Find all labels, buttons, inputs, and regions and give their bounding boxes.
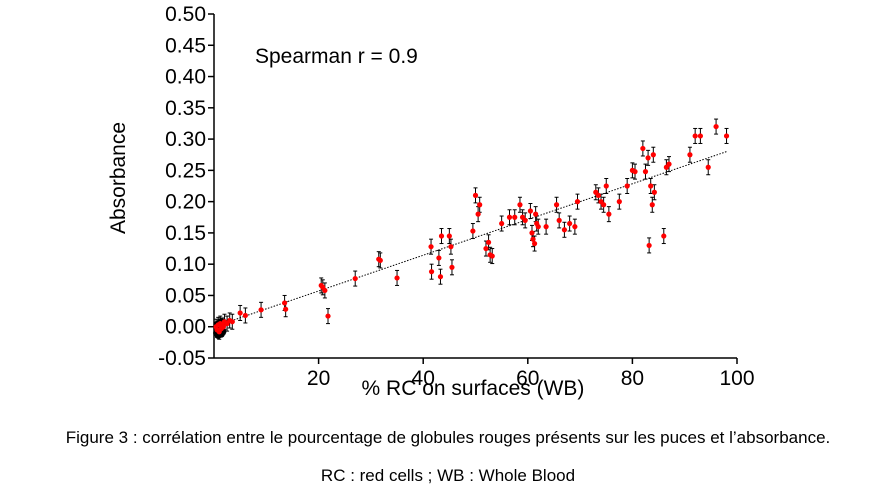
data-point [648, 183, 654, 189]
data-point [436, 255, 442, 261]
data-point [449, 264, 455, 270]
x-ticks: 20 40 60 80 100 [307, 358, 755, 390]
data-point [666, 161, 672, 167]
data-point [697, 133, 703, 139]
data-point [428, 244, 434, 250]
data-point [483, 245, 489, 252]
data-point [220, 324, 227, 330]
y-tick-label: 0.05 [165, 284, 206, 307]
y-tick-label: 0.35 [165, 97, 206, 120]
y-tick-label: 0.20 [165, 191, 206, 214]
y-tick-label: 0.30 [165, 128, 206, 151]
data-point [640, 145, 646, 152]
data-point [533, 211, 539, 217]
data-point [394, 275, 400, 281]
data-point [556, 217, 562, 223]
data-point [489, 253, 495, 259]
data-point [692, 133, 698, 139]
abbreviation-note: RC : red cells ; WB : Whole Blood [320, 466, 576, 485]
data-point [687, 152, 693, 158]
y-tick-label: 0.00 [165, 316, 206, 339]
y-tick-label: 0.25 [165, 159, 206, 182]
trend-line [213, 151, 727, 328]
data-point [237, 310, 243, 316]
data-point [229, 319, 235, 325]
data-point [506, 214, 513, 220]
data-point [437, 274, 444, 280]
data-point [283, 306, 289, 312]
data-point [624, 183, 630, 189]
data-point [572, 224, 578, 230]
data-point [601, 202, 607, 208]
x-tick-label: 20 [307, 367, 330, 390]
data-point [475, 211, 481, 217]
x-tick-label: 100 [719, 367, 754, 390]
data-point [645, 155, 651, 161]
spearman-annotation: Spearman r = 0.9 [255, 45, 418, 68]
data-point [258, 307, 264, 313]
data-point [561, 227, 568, 233]
y-ticks: -0.05 0.00 0.05 0.10 0.15 0.20 0.25 0.30 0.35 0.4… [158, 3, 214, 370]
data-point [499, 220, 505, 227]
data-point [574, 199, 581, 205]
data-points [213, 123, 730, 335]
data-point [527, 208, 534, 214]
data-point [543, 224, 549, 230]
x-tick-label: 80 [621, 367, 644, 390]
data-point [713, 123, 719, 130]
data-point [512, 214, 518, 220]
y-tick-label: -0.05 [158, 347, 206, 370]
y-tick-label: 0.10 [165, 253, 206, 276]
x-tick-label: 40 [412, 367, 435, 390]
figure-caption: Figure 3 : corrélation entre le pourcent… [65, 428, 831, 447]
data-point [448, 244, 454, 250]
data-point [438, 233, 445, 239]
data-point [651, 189, 657, 195]
data-point [477, 202, 483, 208]
data-point [595, 192, 602, 198]
data-point [352, 275, 358, 282]
data-point [377, 257, 383, 264]
data-point [603, 183, 609, 189]
data-point [553, 202, 560, 208]
data-point [517, 202, 523, 208]
data-point [530, 236, 536, 242]
data-point [531, 240, 538, 247]
y-tick-label: 0.50 [165, 3, 206, 26]
data-point [650, 152, 656, 158]
x-axis-label: % RC on surfaces (WB) [362, 377, 585, 400]
data-point [322, 287, 328, 294]
data-point [642, 169, 649, 175]
y-tick-label: 0.45 [165, 34, 206, 57]
data-point [649, 202, 655, 208]
y-axis-label: Absorbance [107, 122, 130, 234]
data-point [470, 228, 476, 234]
data-point [567, 220, 573, 227]
data-point [485, 239, 492, 245]
data-point [723, 133, 730, 139]
data-point [535, 224, 541, 230]
data-point [529, 230, 535, 236]
y-tick-label: 0.15 [165, 222, 206, 245]
data-point [705, 164, 711, 170]
data-point [428, 269, 435, 275]
data-point [282, 300, 288, 306]
x-tick-label: 60 [516, 367, 539, 390]
data-point [646, 242, 652, 249]
data-point [616, 199, 622, 205]
data-point [661, 233, 667, 239]
data-point [522, 217, 528, 223]
scatter-chart: -0.05 0.00 0.05 0.10 0.15 0.20 0.25 0.30 0.35 0.4… [107, 3, 755, 400]
data-point [632, 169, 638, 175]
data-point [472, 192, 479, 198]
y-tick-label: 0.40 [165, 66, 206, 89]
data-point [446, 233, 452, 239]
axes [213, 14, 737, 359]
data-point [606, 211, 612, 217]
data-point [242, 312, 248, 319]
data-point [325, 313, 331, 319]
